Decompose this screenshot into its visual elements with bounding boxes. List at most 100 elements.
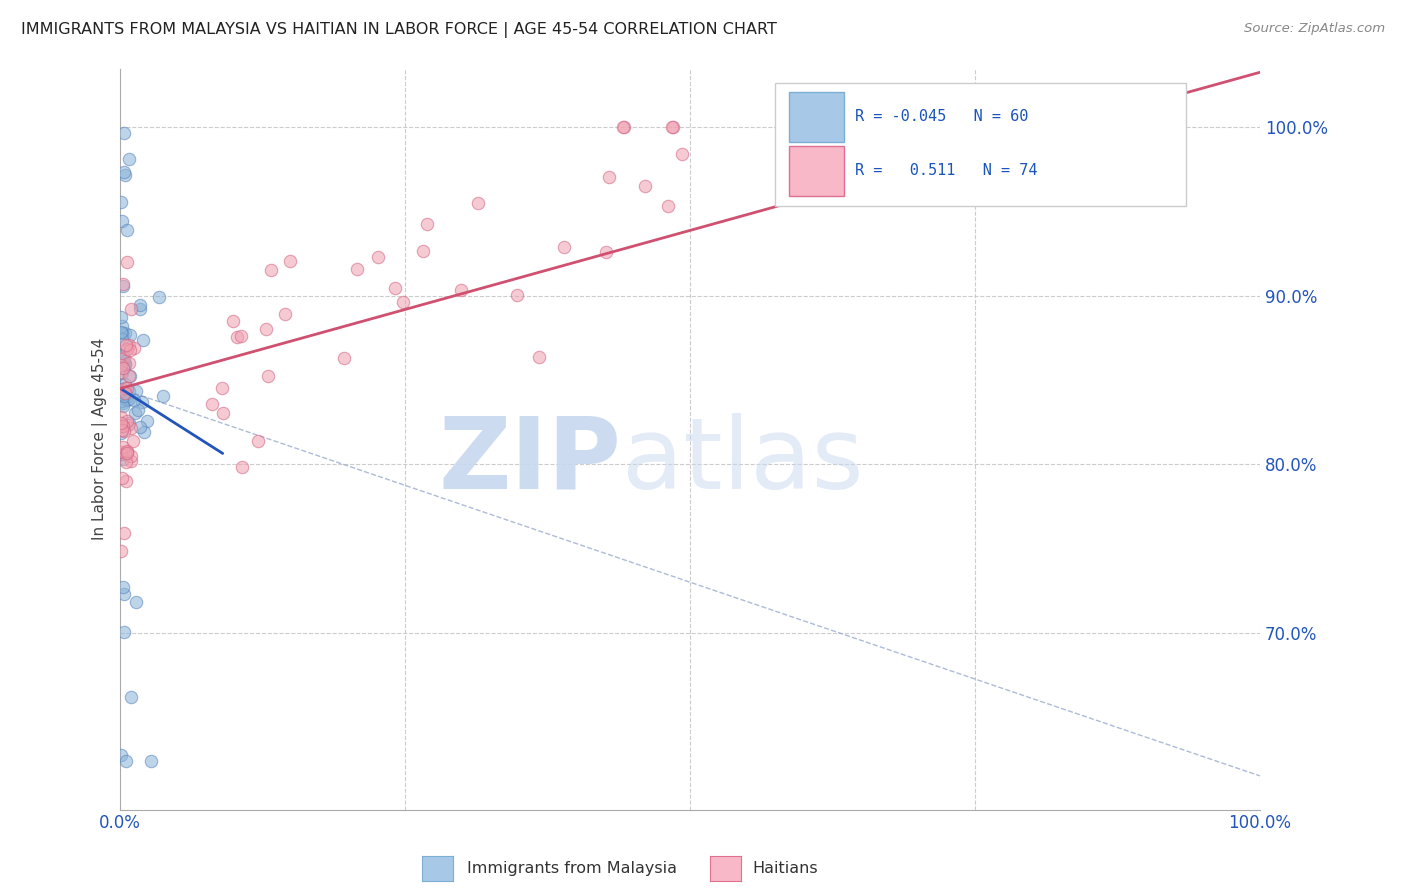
Point [114, 385, 136, 400]
Point [152, 389, 174, 403]
Point [111, 424, 134, 438]
Point [125, 595, 148, 609]
Point [110, 195, 132, 210]
Point [111, 394, 134, 409]
Point [112, 277, 135, 292]
Point [112, 126, 135, 140]
Text: ZIP: ZIP [439, 413, 621, 509]
FancyBboxPatch shape [789, 92, 844, 143]
Point [124, 341, 146, 355]
Point [278, 253, 301, 268]
Point [112, 165, 135, 179]
Point [117, 392, 139, 406]
Point [114, 587, 136, 601]
Point [120, 421, 142, 435]
Point [112, 361, 135, 376]
Point [111, 326, 134, 340]
Point [111, 349, 134, 363]
Point [229, 329, 252, 343]
Point [112, 361, 135, 376]
Point [131, 395, 153, 409]
Point [226, 330, 249, 344]
Point [661, 120, 683, 135]
Point [111, 447, 134, 461]
Point [612, 120, 634, 135]
Point [117, 356, 139, 370]
Point [115, 445, 138, 459]
Point [112, 354, 135, 368]
Point [117, 342, 139, 356]
Point [112, 580, 135, 594]
Point [671, 147, 693, 161]
Point [118, 152, 141, 166]
Point [148, 290, 170, 304]
Text: Haitians: Haitians [752, 862, 818, 876]
Point [110, 416, 132, 430]
Point [231, 460, 253, 475]
Point [111, 332, 134, 346]
Point [114, 351, 136, 366]
Point [124, 407, 146, 421]
Point [367, 250, 389, 264]
Point [120, 449, 142, 463]
Point [110, 409, 132, 424]
Point [115, 381, 138, 395]
Point [114, 168, 136, 182]
Point [111, 213, 134, 227]
Point [118, 384, 141, 398]
Point [201, 397, 224, 411]
Point [110, 747, 132, 762]
Point [112, 424, 135, 438]
Point [114, 446, 136, 460]
Point [114, 357, 136, 371]
Point [111, 348, 134, 362]
Point [527, 350, 550, 364]
Point [662, 120, 685, 135]
Point [111, 452, 134, 467]
Point [110, 543, 132, 558]
Point [114, 455, 136, 469]
Point [111, 395, 134, 409]
Text: IMMIGRANTS FROM MALAYSIA VS HAITIAN IN LABOR FORCE | AGE 45-54 CORRELATION CHART: IMMIGRANTS FROM MALAYSIA VS HAITIAN IN L… [21, 22, 778, 38]
Point [122, 392, 145, 407]
Point [129, 420, 152, 434]
Point [112, 385, 135, 400]
Point [139, 754, 162, 768]
Point [111, 356, 134, 370]
Point [114, 357, 136, 371]
Point [110, 419, 132, 434]
Point [111, 279, 134, 293]
Text: Source: ZipAtlas.com: Source: ZipAtlas.com [1244, 22, 1385, 36]
Point [129, 302, 152, 317]
Point [111, 471, 134, 485]
Point [132, 425, 155, 440]
Point [222, 314, 245, 328]
Point [110, 358, 132, 372]
Point [122, 434, 145, 449]
Point [211, 381, 233, 395]
Point [595, 245, 617, 260]
Point [120, 343, 142, 358]
Point [416, 218, 439, 232]
Y-axis label: In Labor Force | Age 45-54: In Labor Force | Age 45-54 [93, 338, 108, 541]
Point [110, 425, 132, 440]
Point [392, 294, 415, 309]
Point [112, 624, 135, 639]
FancyBboxPatch shape [789, 146, 844, 196]
Point [118, 416, 141, 430]
Point [110, 444, 132, 458]
Point [127, 403, 149, 417]
Point [115, 474, 138, 488]
Point [260, 263, 283, 277]
Point [467, 196, 489, 211]
Point [110, 382, 132, 396]
Point [114, 755, 136, 769]
Point [114, 380, 136, 394]
Point [115, 223, 138, 237]
Point [135, 415, 157, 429]
Point [114, 326, 136, 340]
Point [598, 170, 620, 185]
Point [246, 434, 269, 448]
Point [118, 337, 141, 351]
Point [118, 368, 141, 383]
